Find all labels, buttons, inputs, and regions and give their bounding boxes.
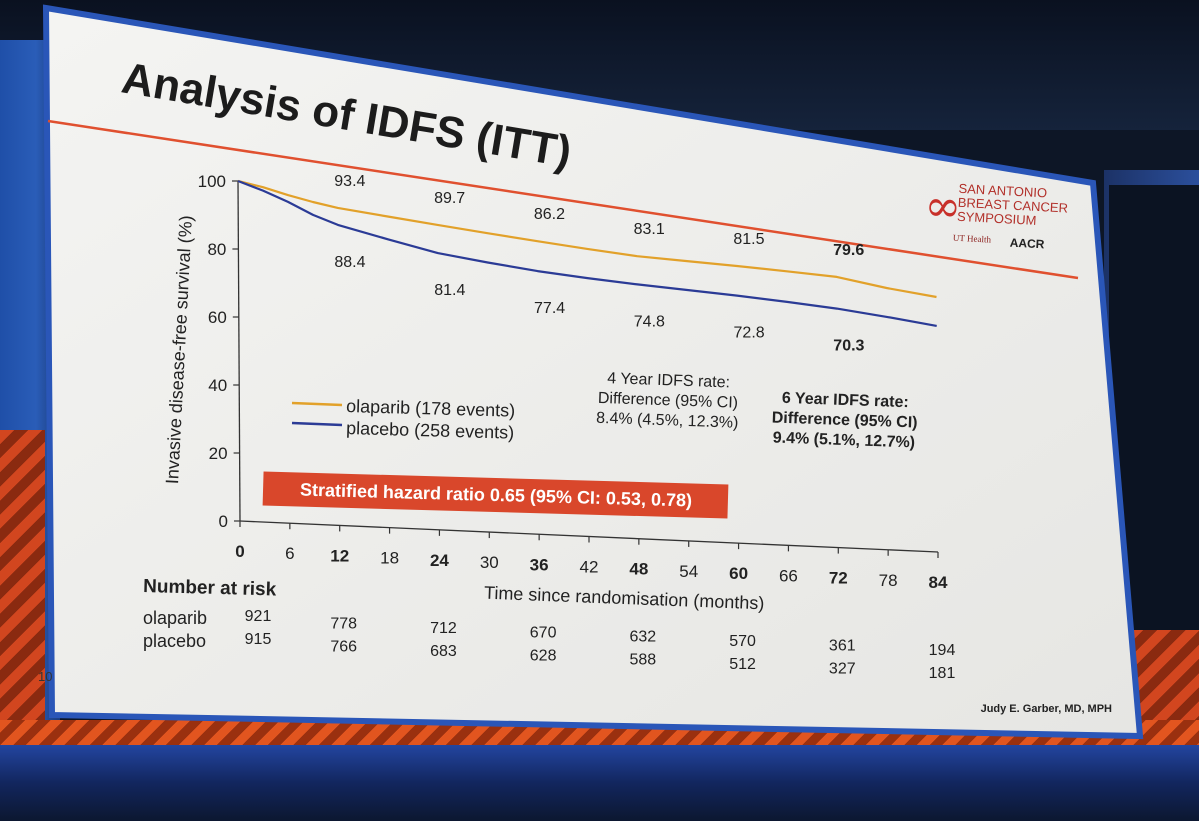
risk-cell: 670 xyxy=(530,624,557,641)
logo-ut-health: UT Health xyxy=(953,233,992,245)
rate-label-placebo: 88.4 xyxy=(334,254,365,271)
stage-stripe-left xyxy=(0,430,45,730)
y-tick-label: 60 xyxy=(208,308,227,327)
risk-cell: 194 xyxy=(929,642,956,659)
risk-cell: 632 xyxy=(630,629,657,646)
risk-cell: 766 xyxy=(330,638,357,655)
series-line-olaparib xyxy=(237,179,937,299)
risk-cell: 570 xyxy=(729,633,756,650)
risk-row-name-olaparib: olaparib xyxy=(143,608,207,628)
logo-line3: SYMPOSIUM xyxy=(957,209,1037,228)
logo-line1: SAN ANTONIO xyxy=(958,181,1047,201)
risk-cell: 683 xyxy=(430,643,457,660)
y-axis-line xyxy=(237,180,241,522)
rate-label-placebo: 77.4 xyxy=(534,300,565,317)
logo-line2: BREAST CANCER xyxy=(957,195,1068,216)
x-tick-label: 72 xyxy=(829,569,848,588)
rate-label-olaparib: 83.1 xyxy=(634,221,665,238)
legend-swatch-olaparib xyxy=(291,401,343,407)
risk-cell: 628 xyxy=(530,647,557,664)
y-tick-label: 20 xyxy=(209,444,228,463)
x-tick-label: 60 xyxy=(729,564,748,583)
six-year-line2: Difference (95% CI) xyxy=(771,409,917,431)
risk-cell: 778 xyxy=(330,615,357,632)
x-tick-label: 36 xyxy=(530,555,549,574)
rate-label-olaparib: 81.5 xyxy=(733,231,764,248)
stage-background-bottom xyxy=(0,745,1199,821)
x-tick-label: 48 xyxy=(629,560,648,579)
rate-label-placebo: 72.8 xyxy=(734,325,765,342)
rate-label-placebo: 81.4 xyxy=(434,282,465,299)
hazard-ratio-box: Stratified hazard ratio 0.65 (95% CI: 0.… xyxy=(262,471,729,519)
logo-ribbon-icon: ∞ xyxy=(923,180,962,233)
four-year-line2: Difference (95% CI) xyxy=(598,390,739,412)
page-number: 10 xyxy=(38,669,52,684)
risk-cell: 181 xyxy=(929,665,956,682)
x-tick-label: 0 xyxy=(235,542,244,561)
risk-cell: 588 xyxy=(630,652,657,669)
rate-labels: 93.4 89.7 86.2 83.1 81.5 79.6 88.4 81.4 77.4 74.8… xyxy=(334,173,864,355)
risk-table-title: Number at risk xyxy=(143,576,277,600)
risk-cell: 921 xyxy=(245,608,272,625)
km-chart: 0 20 40 60 80 100 0 6 12 18 24 30 36 42 48 54 60 66 72 78 84… xyxy=(198,172,948,592)
risk-cell: 361 xyxy=(829,638,856,655)
four-year-line1: 4 Year IDFS rate: xyxy=(607,370,730,391)
risk-cell: 712 xyxy=(430,620,457,637)
slide-background xyxy=(42,4,1144,740)
x-tick-label: 78 xyxy=(879,571,898,590)
x-tick-label: 84 xyxy=(929,573,948,592)
title-rule xyxy=(47,119,1079,280)
risk-row-name-placebo: placebo xyxy=(143,631,206,651)
risk-cell: 915 xyxy=(245,631,272,648)
y-tick-label: 0 xyxy=(219,512,228,531)
logo-aacr: AACR xyxy=(1009,236,1045,252)
survival-curves xyxy=(237,179,937,327)
legend-swatch-placebo xyxy=(291,421,343,427)
six-year-annotation: 6 Year IDFS rate: Difference (95% CI) 9.… xyxy=(771,390,917,452)
rate-label-olaparib: 86.2 xyxy=(534,206,565,223)
axes: 0 20 40 60 80 100 0 6 12 18 24 30 36 42 48 54 60 66 72 78 84 xyxy=(198,172,948,592)
rate-label-olaparib: 79.6 xyxy=(833,242,864,259)
number-at-risk-table: Number at risk olaparib 921 778 712 670 632 57… xyxy=(143,576,956,682)
y-tick-label: 40 xyxy=(208,376,227,395)
legend: olaparib (178 events) placebo (258 event… xyxy=(291,396,516,443)
hazard-ratio-background xyxy=(262,471,729,519)
risk-cell: 327 xyxy=(829,661,856,678)
x-tick-label: 30 xyxy=(480,553,499,572)
sabcs-logo: ∞ SAN ANTONIO BREAST CANCER SYMPOSIUM UT… xyxy=(923,180,1068,252)
y-tick-label: 80 xyxy=(207,240,226,259)
x-tick-label: 24 xyxy=(430,551,449,570)
x-tick-label: 18 xyxy=(380,549,399,568)
x-tick-label: 42 xyxy=(580,558,599,577)
risk-cell: 512 xyxy=(729,656,756,673)
series-line-placebo xyxy=(237,179,937,327)
four-year-line3: 8.4% (4.5%, 12.3%) xyxy=(596,410,739,432)
rate-label-olaparib: 89.7 xyxy=(434,190,465,207)
six-year-line3: 9.4% (5.1%, 12.7%) xyxy=(773,430,916,452)
rate-label-olaparib: 93.4 xyxy=(334,173,365,190)
x-tick-label: 66 xyxy=(779,566,798,585)
rate-label-placebo: 74.8 xyxy=(634,313,665,330)
presenter-name: Judy E. Garber, MD, MPH xyxy=(981,703,1112,715)
legend-label-olaparib: olaparib (178 events) xyxy=(346,396,516,421)
six-year-line1: 6 Year IDFS rate: xyxy=(782,390,909,411)
legend-label-placebo: placebo (258 events) xyxy=(346,418,515,443)
x-tick-label: 6 xyxy=(285,544,294,563)
x-tick-label: 12 xyxy=(330,546,349,565)
x-tick-label: 54 xyxy=(679,562,698,581)
rate-label-placebo: 70.3 xyxy=(833,338,864,355)
y-tick-label: 100 xyxy=(198,172,226,191)
four-year-annotation: 4 Year IDFS rate: Difference (95% CI) 8.… xyxy=(596,370,739,432)
